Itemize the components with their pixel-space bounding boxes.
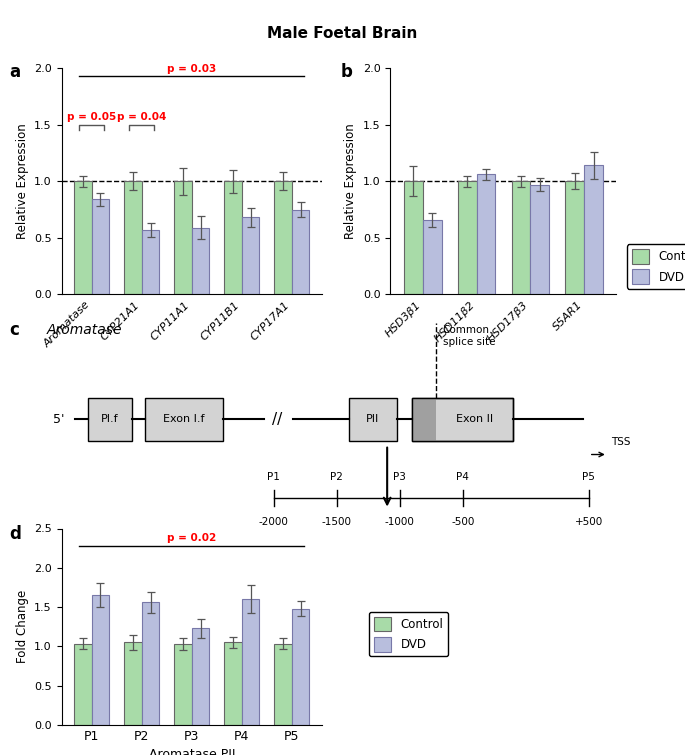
Bar [174, 644, 192, 725]
Text: P4: P4 [456, 472, 469, 482]
Text: P1: P1 [267, 472, 280, 482]
Bar [88, 398, 132, 441]
Bar [92, 595, 109, 725]
Bar [412, 398, 436, 441]
Bar [423, 220, 442, 294]
Legend: Control, DVD: Control, DVD [369, 612, 449, 656]
Bar [530, 185, 549, 294]
Bar [124, 181, 142, 294]
Text: PI.f: PI.f [101, 414, 119, 424]
Text: Common
splice site: Common splice site [443, 325, 495, 347]
Text: P3: P3 [393, 472, 406, 482]
Text: TSS: TSS [611, 436, 630, 447]
Bar [404, 181, 423, 294]
Text: //: // [272, 411, 282, 427]
Text: p = 0.04: p = 0.04 [117, 112, 166, 122]
Y-axis label: Fold Change: Fold Change [16, 590, 29, 664]
Text: -2000: -2000 [259, 517, 288, 527]
Bar [92, 199, 109, 294]
Bar [145, 398, 223, 441]
Text: PII: PII [366, 414, 379, 424]
Text: 5': 5' [53, 413, 64, 426]
Text: -500: -500 [451, 517, 475, 527]
Text: -1000: -1000 [385, 517, 414, 527]
Bar [174, 181, 192, 294]
Text: p = 0.02: p = 0.02 [167, 534, 216, 544]
Bar [74, 644, 92, 725]
Bar [74, 181, 92, 294]
Bar [192, 228, 210, 294]
Bar [225, 181, 242, 294]
Bar [142, 230, 159, 294]
Bar [565, 181, 584, 294]
Bar [349, 398, 397, 441]
Y-axis label: Relative Expression: Relative Expression [16, 123, 29, 239]
Y-axis label: Relative Expression: Relative Expression [345, 123, 358, 239]
Bar [512, 181, 530, 294]
Bar [477, 174, 495, 294]
Text: Aromatase: Aromatase [47, 323, 123, 337]
Text: Male Foetal Brain: Male Foetal Brain [267, 26, 418, 42]
Text: p = 0.05: p = 0.05 [67, 112, 116, 122]
Text: Exon II: Exon II [456, 414, 493, 424]
Text: P2: P2 [330, 472, 343, 482]
Text: P5: P5 [582, 472, 595, 482]
Bar [292, 609, 310, 725]
Text: Exon I.f: Exon I.f [163, 414, 205, 424]
Bar [412, 398, 513, 441]
Bar [458, 181, 477, 294]
Bar [275, 181, 292, 294]
Text: c: c [9, 321, 19, 339]
Bar [584, 165, 603, 294]
Text: -1500: -1500 [322, 517, 351, 527]
Bar [292, 210, 310, 294]
X-axis label: Aromatase PII: Aromatase PII [149, 748, 235, 755]
Text: d: d [10, 525, 21, 543]
Bar [242, 217, 260, 294]
Text: b: b [340, 63, 353, 82]
Bar [242, 599, 260, 725]
Bar [275, 644, 292, 725]
Text: p = 0.03: p = 0.03 [167, 63, 216, 74]
Text: a: a [10, 63, 21, 82]
Bar [225, 643, 242, 725]
Bar [192, 628, 210, 725]
Bar [124, 643, 142, 725]
Bar [142, 602, 159, 725]
Text: +500: +500 [575, 517, 603, 527]
Bar [412, 398, 513, 441]
Legend: Control, DVD: Control, DVD [627, 245, 685, 288]
